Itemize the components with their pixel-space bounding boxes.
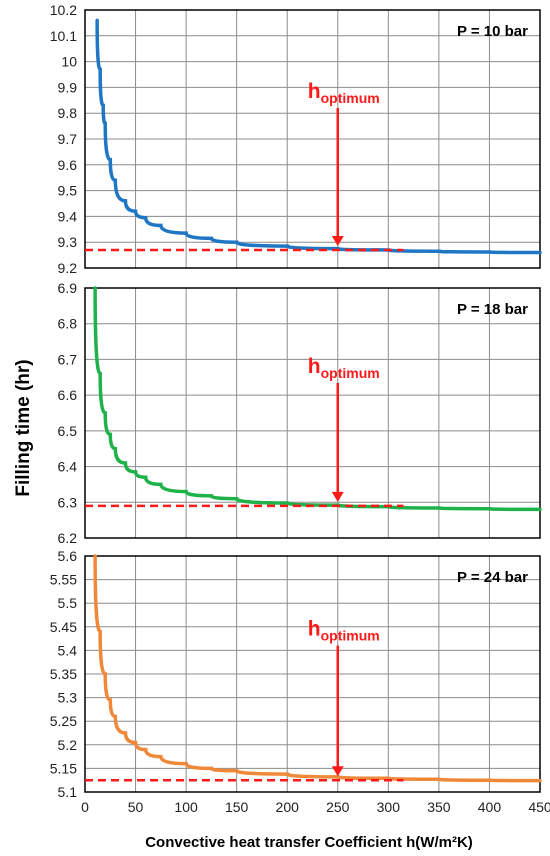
- y-tick-label: 6.2: [58, 530, 78, 546]
- chart-panel-3: 5.1 5.15 5.2 5.25 5.3 5.35 5.4 5.45 5.5 5.55 5.6 0 5…: [50, 548, 550, 815]
- y-tick-label: 6.5: [58, 423, 78, 439]
- y-tick-label: 5.3: [58, 690, 78, 706]
- y-tick-label: 5.25: [50, 713, 77, 729]
- data-series-line: [95, 18, 542, 255]
- y-tick-label: 5.1: [58, 784, 78, 800]
- y-tick-label: 5.35: [50, 666, 77, 682]
- data-series-line: [93, 554, 542, 783]
- x-tick-label: 150: [225, 799, 249, 815]
- pressure-annotation: P = 10 bar: [457, 23, 528, 40]
- y-tick-label: 5.6: [58, 548, 78, 564]
- x-tick-label: 450: [528, 799, 550, 815]
- optimum-arrow-head: [331, 766, 344, 777]
- chart-panel-2: 6.2 6.3 6.4 6.5 6.6 6.7 6.8 6.9 hoptimum P = 18 b…: [58, 280, 542, 546]
- y-tick-label: 6.6: [58, 387, 78, 403]
- optimum-label: hoptimum: [308, 618, 380, 644]
- y-tick-label: 10: [61, 54, 77, 70]
- y-tick-label: 6.3: [58, 494, 78, 510]
- y-tick-label: 6.8: [58, 316, 78, 332]
- y-tick-label: 6.4: [58, 459, 78, 475]
- y-tick-label: 9.2: [58, 260, 78, 276]
- optimum-label: hoptimum: [308, 355, 380, 381]
- y-tick-label: 5.55: [50, 572, 77, 588]
- y-tick-label: 9.3: [58, 234, 78, 250]
- chart-panels: 9.2 9.3 9.4 9.5 9.6 9.7 9.8 9.9 10 10.1 10.2 hoptim…: [50, 2, 550, 815]
- optimum-arrow-head: [331, 491, 344, 502]
- y-tick-label: 6.7: [58, 351, 78, 367]
- y-tick-label: 5.15: [50, 760, 77, 776]
- pressure-annotation: P = 18 bar: [457, 301, 528, 318]
- y-tick-label: 9.8: [58, 105, 78, 121]
- y-tick-label: 9.9: [58, 79, 78, 95]
- y-tick-label: 5.2: [58, 737, 78, 753]
- y-tick-label: 9.6: [58, 157, 78, 173]
- plot-frame: [84, 555, 541, 793]
- y-tick-label: 9.5: [58, 183, 78, 199]
- y-tick-label: 10.1: [50, 28, 77, 44]
- y-tick-label: 9.7: [58, 131, 78, 147]
- optimum-arrow-head: [331, 235, 344, 246]
- y-tick-label: 5.45: [50, 619, 77, 635]
- data-series-line: [93, 286, 542, 512]
- x-tick-label: 350: [427, 799, 451, 815]
- y-tick-label: 5.5: [58, 595, 78, 611]
- pressure-annotation: P = 24 bar: [457, 569, 528, 586]
- y-tick-label: 6.9: [58, 280, 78, 296]
- x-tick-label: 400: [478, 799, 502, 815]
- x-tick-label: 300: [377, 799, 401, 815]
- x-tick-label: 250: [326, 799, 350, 815]
- x-tick-label: 0: [81, 799, 89, 815]
- y-tick-label: 9.4: [58, 208, 78, 224]
- x-tick-label: 50: [128, 799, 144, 815]
- optimum-label: hoptimum: [308, 80, 380, 106]
- y-tick-label: 10.2: [50, 2, 77, 18]
- plot-frame: [84, 9, 541, 269]
- plot-frame: [84, 287, 541, 539]
- y-axis-title: Filling time (hr): [13, 359, 34, 496]
- x-tick-label: 200: [276, 799, 300, 815]
- chart-panel-1: 9.2 9.3 9.4 9.5 9.6 9.7 9.8 9.9 10 10.1 10.2 hoptim…: [50, 2, 542, 276]
- y-tick-label: 5.4: [58, 642, 78, 658]
- x-axis-title: Convective heat transfer Coefficient h(W…: [145, 834, 473, 851]
- x-tick-label: 100: [174, 799, 198, 815]
